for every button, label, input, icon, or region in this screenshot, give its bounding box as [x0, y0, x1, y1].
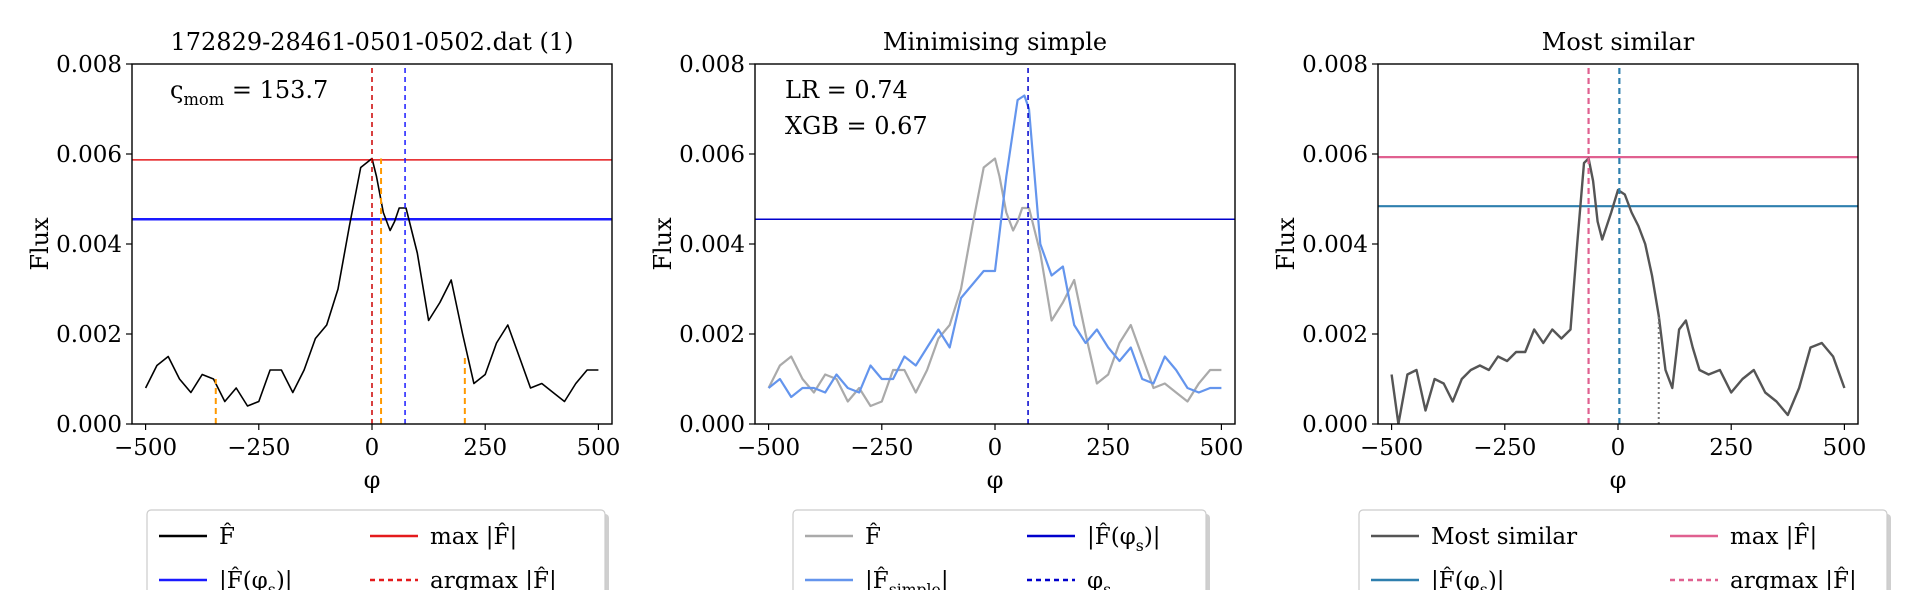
legend-label: |F̂(φs)| — [219, 568, 293, 590]
x-tick-label: 500 — [1199, 435, 1243, 461]
legend-label-main: Most similar — [1431, 524, 1577, 550]
series-line-1 — [1390, 157, 1846, 424]
legend-label-main: argmax |F̂| — [1730, 568, 1857, 590]
y-tick-label: 0.004 — [56, 232, 122, 258]
legend: F̂ |F̂(φs)||F̂simple| φs — [792, 509, 1210, 590]
y-tick-label: 0.006 — [1302, 142, 1368, 168]
legend-label-sub: s — [268, 580, 276, 590]
y-tick-label: 0.000 — [679, 412, 745, 438]
x-tick-label: 0 — [365, 435, 380, 461]
x-tick-label: 500 — [1822, 435, 1866, 461]
legend-label: |F̂(φs)| — [1431, 568, 1505, 590]
legend-box — [1358, 509, 1888, 590]
legend-label-sub: s — [1136, 536, 1144, 555]
legend-label-sub: simple — [889, 580, 941, 590]
chart-title: Minimising simple — [883, 28, 1107, 56]
legend-label-main: |F̂ — [865, 568, 889, 590]
y-tick-label: 0.004 — [679, 232, 745, 258]
annotation-1-main: ς — [170, 76, 183, 104]
x-axis-label: φ — [364, 466, 381, 494]
annotation-2: XGB = 0.67 — [785, 112, 928, 140]
legend-box — [792, 509, 1207, 590]
legend-label-rest: )| — [276, 568, 293, 590]
legend-label-main: |F̂(φ — [1087, 524, 1136, 550]
axes-frame — [1377, 63, 1859, 425]
x-axis-label: φ — [987, 466, 1004, 494]
annotation-2-main: XGB = 0.67 — [785, 112, 928, 140]
legend-label-main: φ — [1087, 568, 1103, 590]
legend-label-main: |F̂(φ — [219, 568, 268, 590]
legend-label: F̂ — [219, 524, 235, 550]
annotation-1-sub: mom — [183, 90, 224, 109]
plot-area — [755, 64, 1235, 424]
y-tick-label: 0.002 — [679, 322, 745, 348]
legend-label-rest: | — [941, 568, 949, 590]
legend-box — [146, 509, 606, 590]
chart-panel-3: 0.000 0.002 0.004 0.006 0.008 −500 −250 0 250 500… — [1272, 28, 1891, 590]
y-tick-label: 0.002 — [1302, 322, 1368, 348]
x-axis-label: φ — [1610, 466, 1627, 494]
annotation-1: ςmom = 153.7 — [170, 76, 328, 109]
legend-label: argmax |F̂| — [1730, 568, 1857, 590]
legend-label-rest: )| — [1144, 524, 1161, 550]
series-line-1 — [767, 157, 1222, 408]
x-tick-label: −500 — [1360, 435, 1423, 461]
chart-panel-1: 0.000 0.002 0.004 0.006 0.008 −500 −250 0 250 500… — [26, 28, 620, 590]
chart-title: Most similar — [1542, 28, 1695, 56]
x-tick-label: −250 — [1473, 435, 1536, 461]
plot-area — [1378, 64, 1858, 424]
y-tick-label: 0.008 — [1302, 52, 1368, 78]
legend-label: φs — [1087, 568, 1111, 590]
legend-label-main: argmax |F̂| — [430, 568, 557, 590]
legend-label-main: |F̂(φ — [1431, 568, 1480, 590]
series-line-1 — [144, 157, 599, 407]
y-tick-label: 0.004 — [1302, 232, 1368, 258]
x-tick-label: 250 — [1086, 435, 1130, 461]
x-tick-label: −250 — [850, 435, 913, 461]
legend-label: max |F̂| — [1730, 524, 1817, 550]
y-tick-label: 0.008 — [679, 52, 745, 78]
plot-area — [132, 64, 612, 424]
legend-label: max |F̂| — [430, 524, 517, 550]
annotation-1-main: LR = 0.74 — [785, 76, 908, 104]
legend-label-rest: )| — [1488, 568, 1505, 590]
y-axis-label: Flux — [26, 217, 54, 271]
legend-label-sub: s — [1480, 580, 1488, 590]
x-tick-label: −500 — [114, 435, 177, 461]
chart-title: 172829-28461-0501-0502.dat (1) — [170, 28, 573, 56]
legend-label: |F̂simple| — [865, 568, 949, 590]
x-tick-label: 0 — [1611, 435, 1626, 461]
x-tick-label: 0 — [988, 435, 1003, 461]
legend-label-main: max |F̂| — [430, 524, 517, 550]
x-tick-label: −500 — [737, 435, 800, 461]
y-axis-label: Flux — [649, 217, 677, 271]
x-tick-label: 250 — [463, 435, 507, 461]
y-tick-label: 0.008 — [56, 52, 122, 78]
legend: F̂ max |F̂| |F̂(φs)| argmax |F̂| — [146, 509, 609, 590]
y-tick-label: 0.000 — [1302, 412, 1368, 438]
legend-label: argmax |F̂| — [430, 568, 557, 590]
legend-label: |F̂(φs)| — [1087, 524, 1161, 555]
y-tick-label: 0.006 — [679, 142, 745, 168]
chart-panel-2: 0.000 0.002 0.004 0.006 0.008 −500 −250 0 250 500… — [649, 28, 1243, 590]
annotation-1: LR = 0.74 — [785, 76, 908, 104]
legend-label-main: max |F̂| — [1730, 524, 1817, 550]
y-tick-label: 0.006 — [56, 142, 122, 168]
annotation-1-rest: = 153.7 — [224, 76, 328, 104]
legend-label: Most similar — [1431, 524, 1577, 550]
legend-label-main: F̂ — [219, 524, 235, 550]
series-line-2 — [767, 94, 1222, 399]
x-tick-label: 250 — [1709, 435, 1753, 461]
x-tick-label: 500 — [576, 435, 620, 461]
legend-label-sub: s — [1103, 580, 1111, 590]
y-axis-label: Flux — [1272, 217, 1300, 271]
legend: Most similar max |F̂| |F̂(φs)| argmax |F̂| — [1358, 509, 1891, 590]
legend-label-main: F̂ — [865, 524, 881, 550]
legend-label: F̂ — [865, 524, 881, 550]
y-tick-label: 0.000 — [56, 412, 122, 438]
y-tick-label: 0.002 — [56, 322, 122, 348]
x-tick-label: −250 — [227, 435, 290, 461]
